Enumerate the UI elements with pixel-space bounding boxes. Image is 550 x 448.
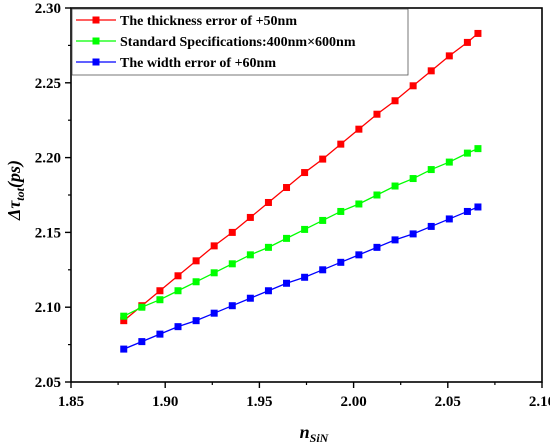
series-1-point [355,125,363,133]
x-axis-title: nSiN [300,422,330,445]
series-1-point [463,38,471,46]
series-1-point [409,82,417,90]
legend-swatch-marker [92,58,100,66]
x-tick-label: 2.05 [435,394,461,410]
legend-label: Standard Specifications:400nm×600nm [120,35,356,50]
series-1-point [391,97,399,105]
legend-box [71,8,409,76]
y-axis-title-subscript: tot [13,187,27,200]
series-3-point [445,215,453,223]
series-3-point [120,345,128,353]
series-1-point [264,198,272,206]
series-1-point [120,317,128,325]
series-3-point [337,258,345,266]
series-2-point [174,287,182,295]
legend-label: The thickness error of +50nm [120,14,297,29]
series-2-point [192,278,200,286]
series-2-point [391,182,399,190]
series-2-point [427,166,435,174]
x-tick-label: 2.10 [529,394,550,410]
series-3-point [156,330,164,338]
series-3-point [319,266,327,274]
series-1-point [337,140,345,148]
series-2-point [319,216,327,224]
y-axis-title-suffix: (ps) [4,160,25,188]
series-2-point [264,243,272,251]
series-2-point [138,303,146,311]
series-1-point [192,257,200,265]
series-2-point [445,158,453,166]
series-1-point [319,155,327,163]
x-tick-label: 1.90 [152,394,178,410]
series-3-point [192,317,200,325]
series-2-point [283,234,291,242]
series-1-point [210,242,218,250]
series-2-point [246,251,254,259]
series-2-point [228,260,236,268]
series-3-point [355,251,363,259]
x-tick-label: 1.85 [58,394,84,410]
series-1-point [301,169,309,177]
x-axis-title-subscript: SiN [310,431,330,445]
legend-swatch-marker [92,16,100,24]
x-tick-label: 1.95 [246,394,272,410]
series-3-point [283,279,291,287]
series-2-point [373,191,381,199]
y-tick-label: 2.15 [35,225,61,241]
series-1-point [228,228,236,236]
x-tick-label: 2.00 [340,394,366,410]
series-2-point [301,225,309,233]
series-1-point [427,67,435,75]
y-tick-label: 2.05 [35,375,61,391]
y-tick-label: 2.30 [35,1,61,17]
series-3-point [210,309,218,317]
series-1-point [174,272,182,280]
series-3-point [427,222,435,230]
y-tick-label: 2.20 [35,151,61,167]
series-1-point [283,184,291,192]
series-1-point [445,52,453,60]
series-3-point [301,273,309,281]
series-2-point [337,207,345,215]
series-3-point [246,294,254,302]
legend: The thickness error of +50nm Standard Spe… [71,8,409,76]
series-3-point [174,323,182,331]
series-3-point [228,302,236,310]
series-3-point [409,230,417,238]
series-1-point [156,287,164,295]
series-2-point [409,175,417,183]
series-1-point [474,29,482,37]
series-2-point [355,200,363,208]
series-3-point [373,243,381,251]
series-1-point [246,213,254,221]
series-3-point [463,207,471,215]
series-2-point [474,145,482,153]
y-axis-title: Δτtot(ps) [4,160,27,221]
series-3-point [138,338,146,346]
series-2-point [210,269,218,277]
legend-swatch-marker [92,37,100,45]
series-1-point [373,110,381,118]
series-3-point [391,236,399,244]
x-axis-title-main: n [300,422,310,442]
plot-area: 1.85 1.90 1.95 2.00 2.05 2.10 2.05 2.10 2.15 2.20… [35,1,550,410]
series-2-point [120,312,128,320]
series-2-point [156,296,164,304]
y-tick-label: 2.10 [35,300,61,316]
series-3-point [264,287,272,295]
y-axis-title-main: Δτ [4,200,24,221]
series-3-point [474,203,482,211]
legend-label: The width error of +60nm [120,56,276,71]
y-tick-label: 2.25 [35,76,61,92]
series-2-point [463,149,471,157]
